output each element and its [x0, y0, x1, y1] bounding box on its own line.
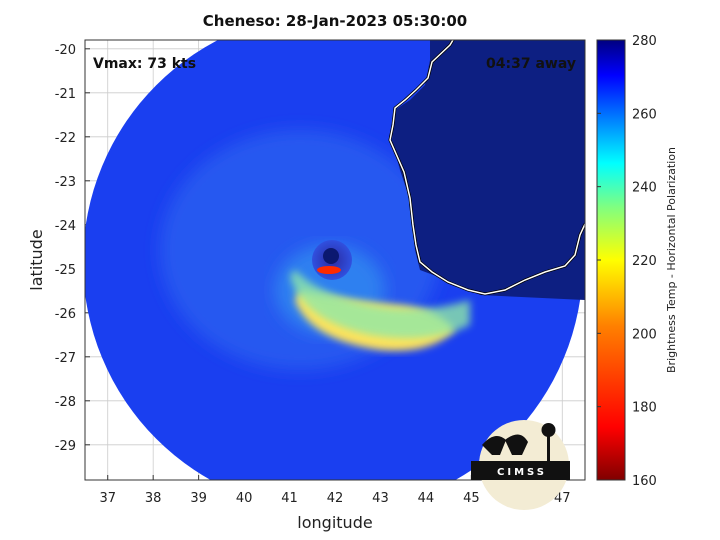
logo-tower [547, 428, 550, 463]
x-tick-label: 37 [99, 491, 116, 506]
logo-dish-right [505, 434, 528, 455]
land-region [392, 40, 585, 300]
x-tick-label: 42 [327, 491, 344, 506]
y-axis-label: latitude [27, 229, 46, 290]
y-tick-label: -21 [55, 87, 76, 102]
y-tick-label: -29 [55, 439, 76, 454]
brightness-field [85, 40, 585, 480]
cold-core [317, 266, 341, 274]
colorbar-tick-label: 160 [632, 474, 657, 489]
page-title: Cheneso: 28-Jan-2023 05:30:00 [202, 12, 468, 30]
y-tick-label: -22 [55, 131, 76, 146]
cimss-logo: CIMSS [471, 420, 570, 510]
colorbar-tick-labels: 160 180 200 220 240 260 280 [597, 34, 657, 489]
rain-band-green [290, 270, 470, 339]
colorbar-tick-label: 200 [632, 327, 657, 342]
x-tick-label: 38 [145, 491, 162, 506]
y-tick-label: -20 [55, 43, 76, 58]
colorbar-tick-label: 220 [632, 254, 657, 269]
y-tick-label: -27 [55, 351, 76, 366]
x-tick-label: 39 [190, 491, 207, 506]
y-tick-label: -23 [55, 175, 76, 190]
y-tick-label: -25 [55, 263, 76, 278]
eye [323, 248, 339, 264]
y-tick-label: -24 [55, 219, 76, 234]
x-tick-label: 40 [236, 491, 253, 506]
vmax-label: Vmax: 73 kts [93, 56, 196, 72]
x-tick-labels: 3738394041424344454647 [99, 491, 570, 506]
x-axis-label: longitude [297, 513, 372, 532]
y-tick-label: -26 [55, 307, 76, 322]
x-tick-label: 41 [281, 491, 298, 506]
logo-text: CIMSS [497, 467, 547, 478]
colorbar-tick-label: 280 [632, 34, 657, 49]
x-tick-label: 43 [372, 491, 389, 506]
x-tick-label: 47 [554, 491, 571, 506]
x-tick-label: 44 [418, 491, 435, 506]
y-tick-label: -28 [55, 395, 76, 410]
time-away-label: 04:37 away [486, 56, 576, 72]
colorbar-tick-label: 240 [632, 181, 657, 196]
colorbar-label: Brightness Temp - Horizontal Polarizatio… [665, 147, 678, 373]
colorbar-tick-label: 260 [632, 107, 657, 122]
y-tick-labels: -20 -21 -22 -23 -24 -25 -26 -27 -28 -29 [55, 43, 76, 454]
x-tick-label: 45 [463, 491, 480, 506]
colorbar [596, 39, 626, 481]
colorbar-tick-label: 180 [632, 401, 657, 416]
logo-banner [471, 461, 570, 480]
logo-dish-left [482, 436, 506, 455]
